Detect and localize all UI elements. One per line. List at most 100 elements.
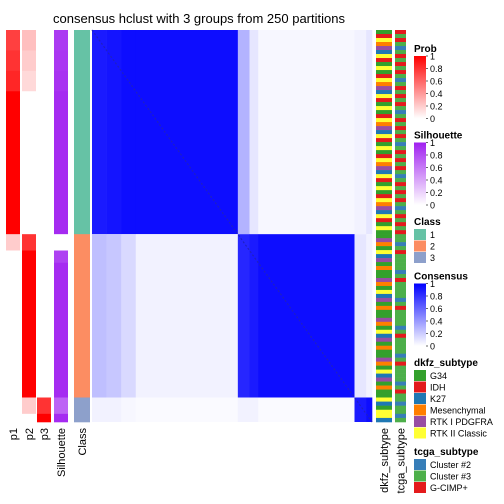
tcga-cell-1-17 [395, 98, 406, 103]
dkfz-cell-1-3 [376, 42, 392, 47]
consensus-cell-0-class-2 [92, 234, 107, 398]
tcga-cell-2-37 [395, 381, 406, 386]
prob-p1-cell-7 [6, 397, 20, 415]
prob-p3-cell-7 [37, 397, 51, 415]
dkfz-cell-1-46 [376, 214, 392, 219]
legend-tick-label-silhouette-5: 0 [430, 201, 435, 211]
tcga-cell-3-2 [395, 405, 406, 411]
tcga-cell-3-0 [395, 397, 406, 402]
dkfz-cell-1-13 [376, 82, 392, 87]
tcga-cell-1-26 [395, 134, 406, 139]
dkfz-cell-2-14 [376, 289, 392, 295]
dkfz-cell-1-2 [376, 38, 392, 43]
dkfz-cell-3-2 [376, 405, 392, 411]
tcga-cell-1-38 [395, 182, 406, 187]
legend-item-tcga-2: G-CIMP+ [430, 483, 468, 493]
dkfz-cell-2-39 [376, 389, 392, 394]
legend-tick-label-prob-0: 1 [430, 52, 435, 62]
tcga-cell-1-10 [395, 70, 406, 75]
tcga-cell-1-34 [395, 166, 406, 171]
tcga-cell-2-27 [395, 341, 406, 347]
dkfz-cell-1-6 [376, 54, 392, 59]
tcga-cell-1-8 [395, 62, 406, 67]
tcga-cell-2-2 [395, 242, 406, 247]
dkfz-cell-1-21 [376, 114, 392, 119]
tcga-cell-1-3 [395, 42, 406, 47]
prob-p1-cell-0 [6, 30, 20, 51]
dkfz-cell-2-15 [376, 293, 392, 299]
silhouette-cell-5 [54, 250, 68, 264]
tcga-cell-2-25 [395, 333, 406, 339]
tcga-cell-1-11 [395, 74, 406, 79]
tcga-cell-2-36 [395, 377, 406, 382]
consensus-cell-1-class-1 [106, 30, 122, 235]
consensus-cell-7-class-1 [354, 30, 367, 235]
dkfz-cell-2-11 [376, 277, 392, 283]
tcga-cell-1-1 [395, 34, 406, 39]
prob-p2-cell-2 [22, 70, 36, 92]
dkfz-cell-2-32 [376, 361, 392, 366]
tcga-cell-2-30 [395, 353, 406, 358]
tcga-cell-1-23 [395, 122, 406, 127]
legend-item-dkfz-4: RTK I PDGFRA [430, 417, 493, 427]
dkfz-cell-1-41 [376, 194, 392, 199]
dkfz-cell-2-34 [376, 369, 392, 374]
legend-title-dkfz: dkfz_subtype [414, 358, 478, 369]
dkfz-cell-2-0 [376, 234, 392, 239]
tcga-cell-1-29 [395, 146, 406, 151]
legend-swatch-class-0 [414, 229, 426, 240]
dkfz-cell-2-9 [376, 270, 392, 275]
class-cell-6 [74, 262, 90, 398]
prob-p1-cell-4 [6, 234, 20, 251]
legend-tick-label-prob-4: 0.2 [430, 102, 443, 112]
consensus-cell-7-class-3 [354, 397, 367, 422]
legend-item-dkfz-2: K27 [430, 394, 446, 404]
legend-tick-label-consensus-5: 0 [430, 342, 435, 352]
legend-tick-label-prob-1: 0.8 [430, 64, 443, 74]
tcga-cell-2-35 [395, 373, 406, 378]
tcga-cell-2-4 [395, 250, 406, 255]
dkfz-cell-2-16 [376, 297, 392, 303]
tcga-cell-1-39 [395, 186, 406, 191]
dkfz-cell-1-5 [376, 50, 392, 55]
silhouette-cell-3 [54, 91, 68, 235]
legend-title-silhouette: Silhouette [414, 131, 463, 142]
consensus-cell-2-class-2 [121, 234, 137, 398]
silhouette-cell-2 [54, 70, 68, 92]
dkfz-cell-1-8 [376, 62, 392, 67]
dkfz-cell-1-17 [376, 98, 392, 103]
prob-p3-cell-3 [37, 91, 51, 235]
consensus-cell-0-class-1 [92, 30, 107, 235]
dkfz-cell-2-24 [376, 329, 392, 335]
class-cell-1 [74, 50, 90, 72]
dkfz-cell-2-7 [376, 262, 392, 267]
dkfz-cell-2-1 [376, 238, 392, 243]
tcga-cell-1-47 [395, 218, 406, 223]
class-cell-2 [74, 70, 90, 92]
prob-p3-cell-1 [37, 50, 51, 72]
heatmap-cells [6, 29, 406, 423]
tcga-cell-1-14 [395, 86, 406, 91]
prob-p1-cell-8 [6, 413, 20, 423]
dkfz-cell-1-38 [376, 182, 392, 187]
legend-title-prob: Prob [414, 44, 437, 55]
dkfz-cell-1-26 [376, 134, 392, 139]
prob-p2-cell-6 [22, 262, 36, 398]
tcga-cell-2-5 [395, 254, 406, 259]
dkfz-cell-2-20 [376, 313, 392, 319]
tcga-cell-1-24 [395, 126, 406, 131]
prob-p3-cell-2 [37, 70, 51, 92]
tcga-cell-2-23 [395, 325, 406, 331]
tcga-cell-2-29 [395, 349, 406, 354]
tcga-cell-1-13 [395, 82, 406, 87]
dkfz-cell-1-7 [376, 58, 392, 63]
consensus-cell-6-class-2 [258, 234, 355, 398]
tcga-cell-3-3 [395, 409, 406, 415]
tcga-cell-2-32 [395, 361, 406, 366]
dkfz-cell-2-23 [376, 325, 392, 331]
tcga-cell-1-16 [395, 94, 406, 99]
consensus-cell-3-class-1 [135, 30, 239, 235]
tcga-cell-1-21 [395, 114, 406, 119]
tcga-cell-1-42 [395, 198, 406, 203]
prob-p3-cell-6 [37, 262, 51, 398]
